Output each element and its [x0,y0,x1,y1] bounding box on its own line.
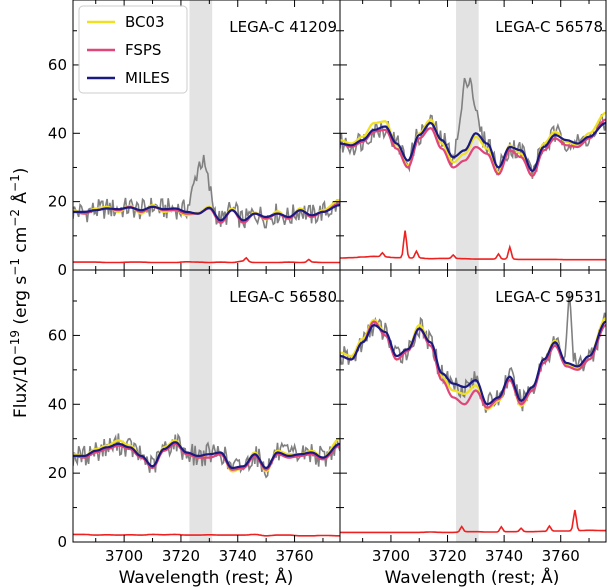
panel-plot-area-1 [340,0,606,270]
legend-label-miles: MILES [125,69,170,87]
legend-label-bc03: BC03 [125,13,165,31]
y-axis-title-exp3: −2 [8,209,22,227]
y-tick-label-0-60: 60 [48,56,67,74]
error-spectrum-1 [340,230,606,261]
x-tick-label-2-3760: 3760 [275,547,313,565]
panel-label-1: LEGA-C 56578 [495,18,603,36]
y-tick-label-0-20: 20 [48,193,67,211]
panel-label-2: LEGA-C 56580 [229,288,337,306]
y-axis-title: Flux/10−19 (erg s−1 cm−2 Å−1) [8,168,31,418]
y-tick-label-0-40: 40 [48,124,67,142]
shaded-band-0 [189,0,213,270]
x-tick-label-2-3740: 3740 [219,547,257,565]
data-spectrum-1 [340,77,606,179]
shaded-band-1 [456,0,479,270]
y-axis-title-prefix: Flux/10 [11,355,31,418]
panel-plot-area-0 [73,0,340,270]
y-tick-label-2-60: 60 [48,326,67,344]
panel-plot-area-2 [73,270,340,542]
y-axis-title-units-c: Å [9,192,31,209]
panel-plot-area-3 [340,270,606,542]
y-axis-title-units-b: cm [11,227,31,258]
x-tick-label-3-3740: 3740 [485,547,523,565]
x-tick-label-3-3760: 3760 [542,547,580,565]
y-tick-label-2-20: 20 [48,464,67,482]
shaded-band-2 [189,270,213,542]
model-miles-1 [340,121,606,173]
model-miles-3 [340,320,606,406]
y-axis-title-exp2: −1 [8,258,22,276]
y-axis-title-units-a: (erg s [11,276,31,330]
legend-frame [78,5,188,94]
panel-3: 3700 3720 3740 3760 LEGA-C 59531 [339,269,607,565]
y-tick-label-2-0: 0 [57,533,67,551]
panel-frame-3 [339,269,607,543]
shaded-band-3 [456,270,479,542]
model-miles-0 [73,204,340,222]
x-axis-title-left: Wavelength (rest; Å) [119,566,294,587]
error-spectrum-2 [73,533,340,537]
model-fsps-1 [340,118,606,178]
x-tick-label-2-3720: 3720 [162,547,200,565]
model-fsps-2 [73,442,340,471]
legend-label-fsps: FSPS [125,41,161,59]
error-spectrum-0 [73,256,340,264]
x-axis-title-right: Wavelength (rest; Å) [385,566,560,587]
model-miles-2 [73,441,340,470]
y-tick-label-2-40: 40 [48,395,67,413]
x-tick-label-3-3720: 3720 [428,547,466,565]
panel-0: 0 20 40 60 LEGA-C 41209 [48,0,341,279]
legend: BC03 FSPS MILES [78,5,188,94]
x-tick-label-3-3700: 3700 [372,547,410,565]
y-axis-title-units-d: ) [11,168,31,175]
panel-1: LEGA-C 56578 [339,0,607,271]
y-tick-label-0-0: 0 [57,261,67,279]
panel-label-0: LEGA-C 41209 [229,18,337,36]
panels-layer: 0 20 40 60 LEGA-C 41209 LEGA-C 56578 0 20 40 60 37… [48,0,607,565]
y-axis-title-exp1: −19 [8,330,22,355]
panel-2: 0 20 40 60 3700 3720 3740 3760 LEGA-C 56580 [48,269,341,565]
y-axis-title-exp4: −1 [8,174,22,192]
panel-label-3: LEGA-C 59531 [495,288,603,306]
x-tick-label-2-3700: 3700 [105,547,143,565]
model-fsps-3 [340,320,606,409]
error-spectrum-3 [340,509,606,534]
